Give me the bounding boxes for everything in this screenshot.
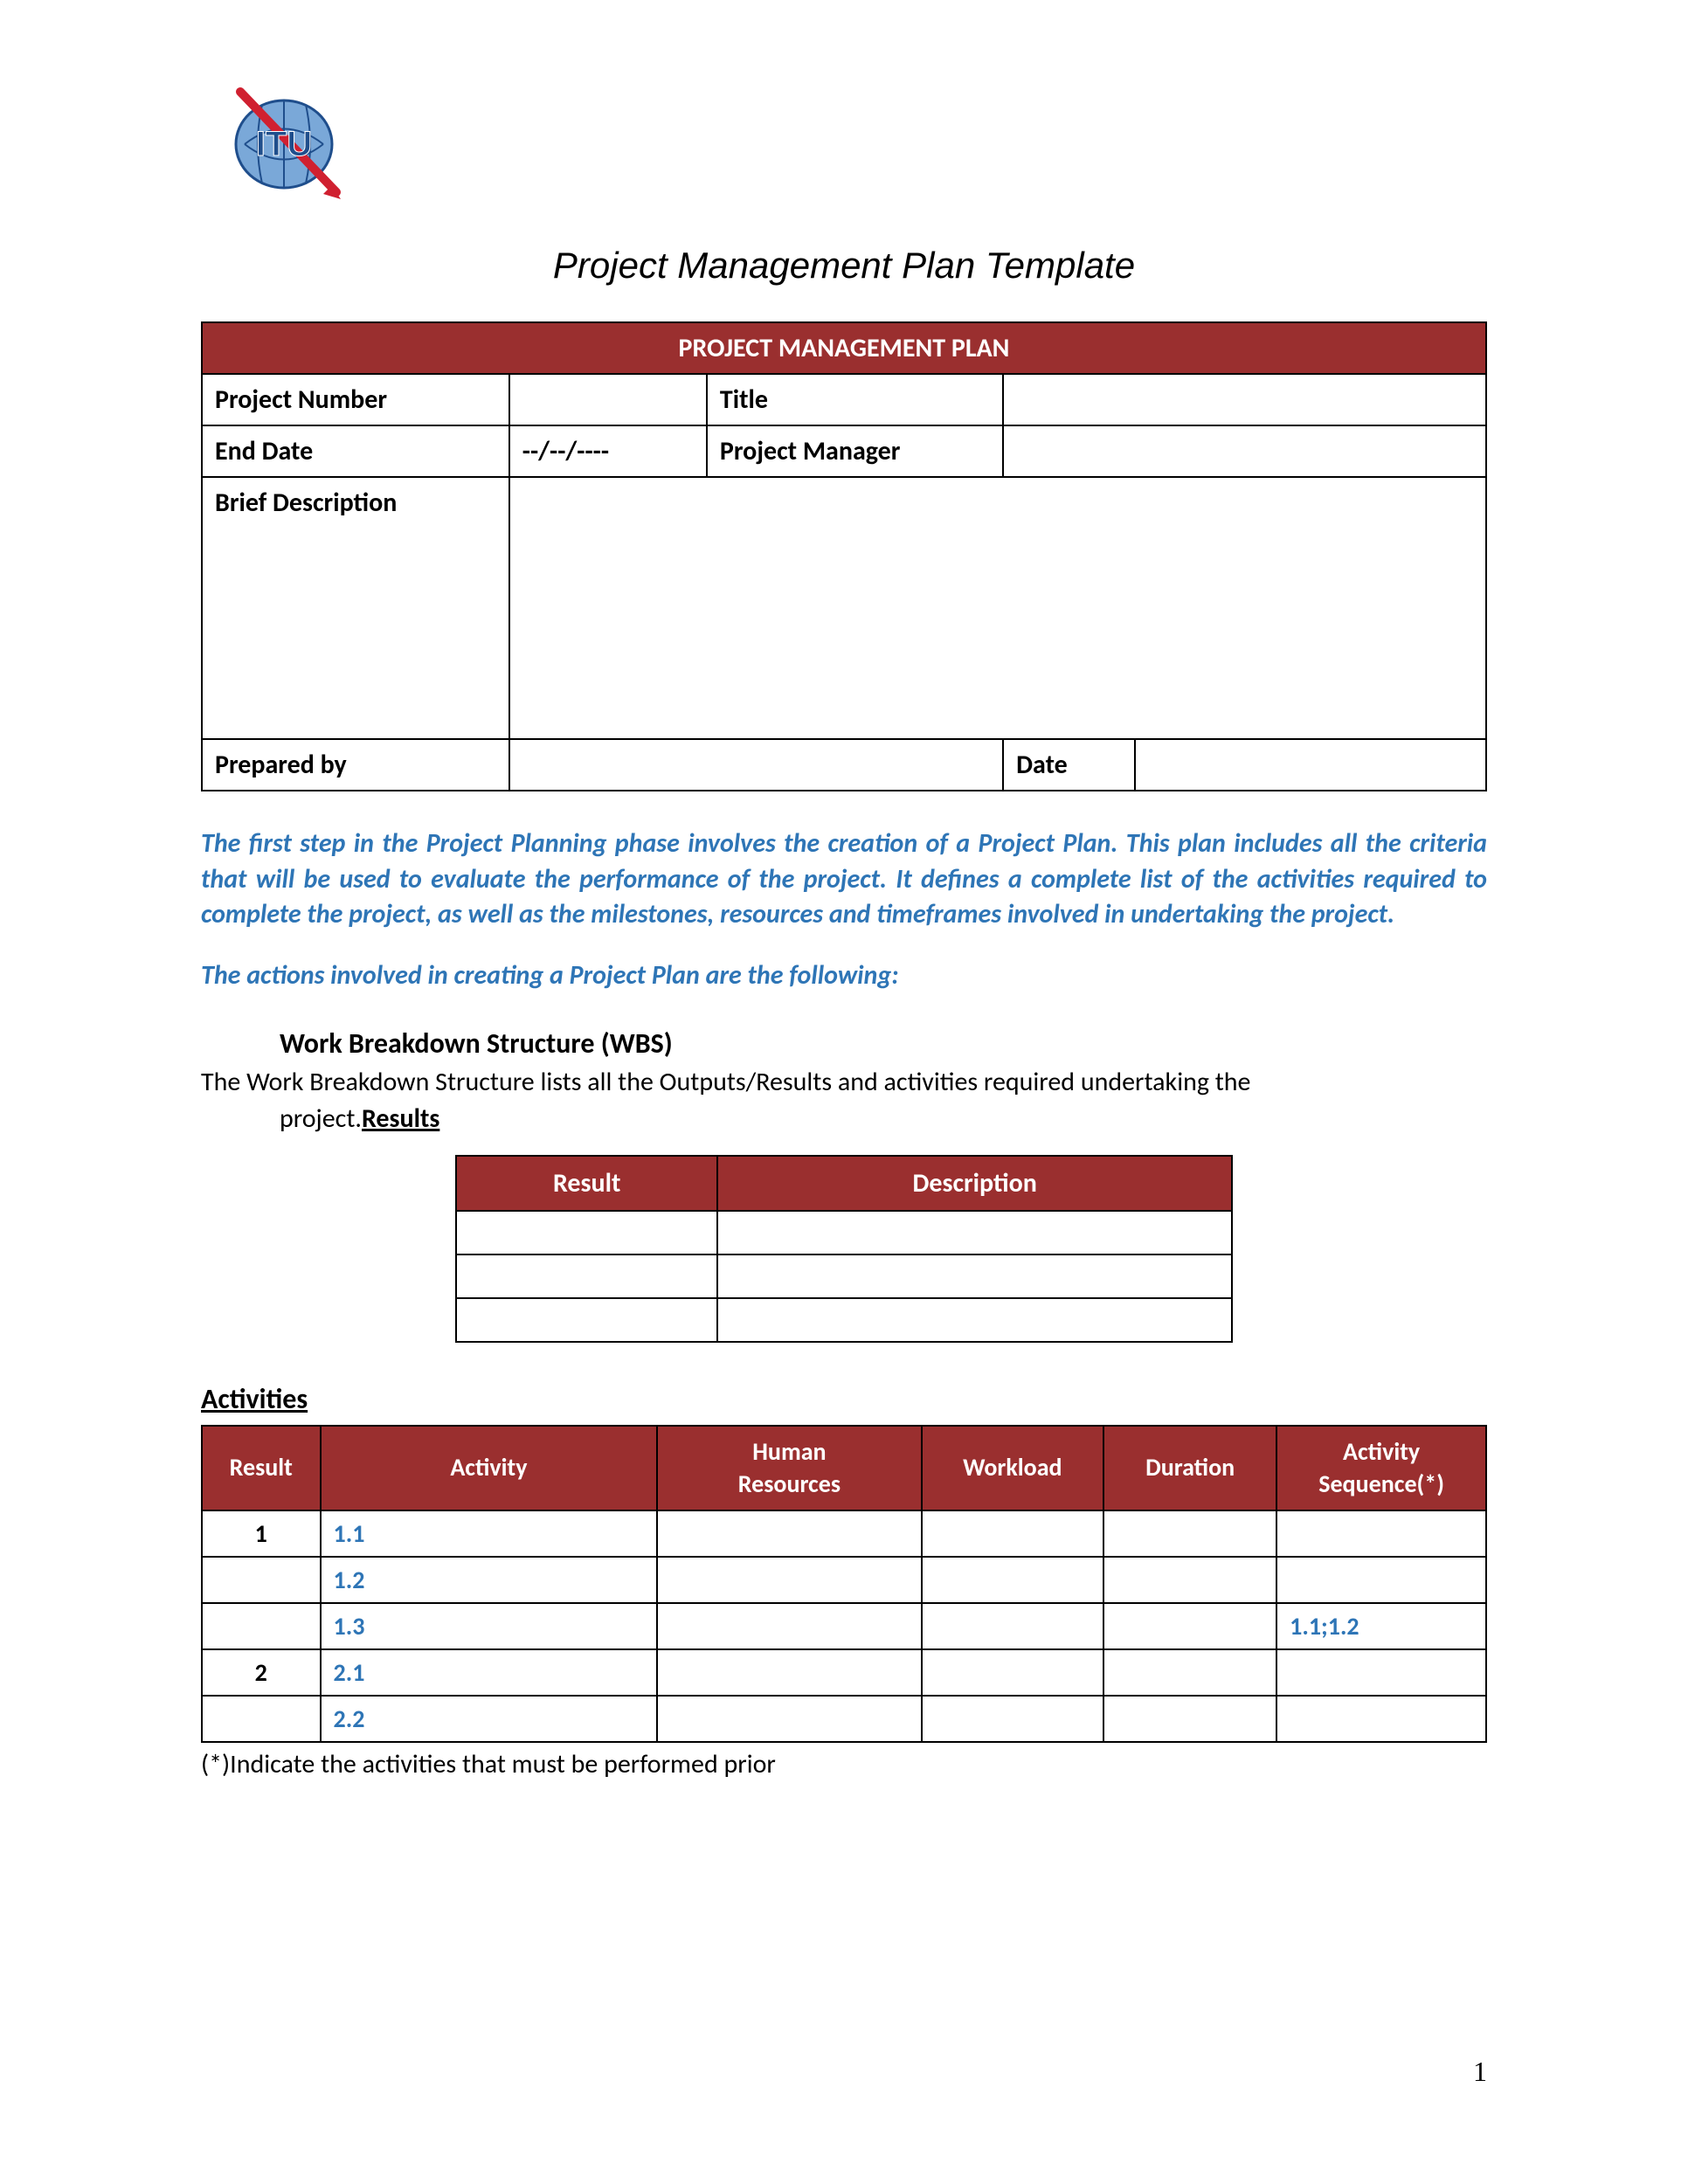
activities-row: 2.2: [202, 1696, 1486, 1742]
workload-cell[interactable]: [922, 1557, 1104, 1603]
duration-cell[interactable]: [1103, 1510, 1276, 1557]
results-cell[interactable]: [717, 1298, 1232, 1342]
activity-cell[interactable]: 1.1: [321, 1510, 658, 1557]
activity-cell[interactable]: 1.3: [321, 1603, 658, 1649]
results-row: [456, 1254, 1232, 1298]
project-manager-value[interactable]: [1003, 425, 1486, 477]
activities-col-5: ActivitySequence(*): [1276, 1426, 1486, 1511]
results-cell[interactable]: [717, 1211, 1232, 1254]
results-cell[interactable]: [717, 1254, 1232, 1298]
brief-description-value[interactable]: [509, 477, 1486, 739]
activity-cell[interactable]: 2.1: [321, 1649, 658, 1696]
project-number-value[interactable]: [509, 374, 707, 425]
results-col-0: Result: [456, 1156, 717, 1211]
results-cell[interactable]: [456, 1211, 717, 1254]
page-number: 1: [1473, 2056, 1487, 2088]
results-row: [456, 1211, 1232, 1254]
results-row: [456, 1298, 1232, 1342]
hr-cell[interactable]: [657, 1603, 921, 1649]
brief-description-label: Brief Description: [202, 477, 509, 739]
duration-cell[interactable]: [1103, 1603, 1276, 1649]
wbs-heading: Work Breakdown Structure (WBS): [201, 1026, 1487, 1061]
intro-paragraph-2: The actions involved in creating a Proje…: [201, 959, 1487, 992]
hr-cell[interactable]: [657, 1649, 921, 1696]
plan-info-table: PROJECT MANAGEMENT PLAN Project Number T…: [201, 321, 1487, 791]
document-title: Project Management Plan Template: [201, 245, 1487, 287]
wbs-text-line2-prefix: project.: [280, 1102, 362, 1135]
sequence-cell[interactable]: [1276, 1649, 1486, 1696]
results-cell[interactable]: [456, 1254, 717, 1298]
activity-cell[interactable]: 2.2: [321, 1696, 658, 1742]
project-manager-label: Project Manager: [707, 425, 1003, 477]
results-col-1: Description: [717, 1156, 1232, 1211]
workload-cell[interactable]: [922, 1603, 1104, 1649]
activity-cell[interactable]: 1.2: [321, 1557, 658, 1603]
hr-cell[interactable]: [657, 1696, 921, 1742]
sequence-cell[interactable]: 1.1;1.2: [1276, 1603, 1486, 1649]
end-date-value[interactable]: --/--/----: [509, 425, 707, 477]
result-cell[interactable]: 1: [202, 1510, 321, 1557]
sequence-cell[interactable]: [1276, 1557, 1486, 1603]
activities-col-1: Activity: [321, 1426, 658, 1511]
document-page: ITU Project Management Plan Template PRO…: [0, 0, 1688, 2184]
activities-row: 22.1: [202, 1649, 1486, 1696]
duration-cell[interactable]: [1103, 1557, 1276, 1603]
date-value[interactable]: [1135, 739, 1486, 791]
end-date-label: End Date: [202, 425, 509, 477]
hr-cell[interactable]: [657, 1557, 921, 1603]
wbs-text-line1: The Work Breakdown Structure lists all t…: [201, 1066, 1250, 1098]
workload-cell[interactable]: [922, 1510, 1104, 1557]
logo-text: ITU: [256, 125, 312, 163]
activities-footnote: (*)Indicate the activities that must be …: [201, 1748, 1487, 1780]
activities-col-0: Result: [202, 1426, 321, 1511]
prepared-by-value[interactable]: [509, 739, 1003, 791]
prepared-by-label: Prepared by: [202, 739, 509, 791]
project-number-label: Project Number: [202, 374, 509, 425]
title-value[interactable]: [1003, 374, 1486, 425]
duration-cell[interactable]: [1103, 1649, 1276, 1696]
sequence-cell[interactable]: [1276, 1510, 1486, 1557]
result-cell[interactable]: [202, 1603, 321, 1649]
activities-table: ResultActivityHumanResourcesWorkloadDura…: [201, 1425, 1487, 1744]
activities-row: 11.1: [202, 1510, 1486, 1557]
activities-col-4: Duration: [1103, 1426, 1276, 1511]
sequence-cell[interactable]: [1276, 1696, 1486, 1742]
activities-col-2: HumanResources: [657, 1426, 921, 1511]
title-label: Title: [707, 374, 1003, 425]
results-table: ResultDescription: [455, 1155, 1233, 1343]
activities-col-3: Workload: [922, 1426, 1104, 1511]
activities-heading: Activities: [201, 1382, 1487, 1416]
results-link[interactable]: Results: [362, 1102, 439, 1135]
hr-cell[interactable]: [657, 1510, 921, 1557]
result-cell[interactable]: [202, 1696, 321, 1742]
plan-header: PROJECT MANAGEMENT PLAN: [202, 322, 1486, 374]
activities-row: 1.2: [202, 1557, 1486, 1603]
duration-cell[interactable]: [1103, 1696, 1276, 1742]
workload-cell[interactable]: [922, 1649, 1104, 1696]
intro-paragraph-1: The first step in the Project Planning p…: [201, 826, 1487, 933]
itu-logo: ITU: [223, 87, 345, 205]
result-cell[interactable]: 2: [202, 1649, 321, 1696]
results-cell[interactable]: [456, 1298, 717, 1342]
result-cell[interactable]: [202, 1557, 321, 1603]
workload-cell[interactable]: [922, 1696, 1104, 1742]
activities-row: 1.3 1.1;1.2: [202, 1603, 1486, 1649]
date-label: Date: [1003, 739, 1135, 791]
wbs-description: The Work Breakdown Structure lists all t…: [201, 1064, 1487, 1137]
